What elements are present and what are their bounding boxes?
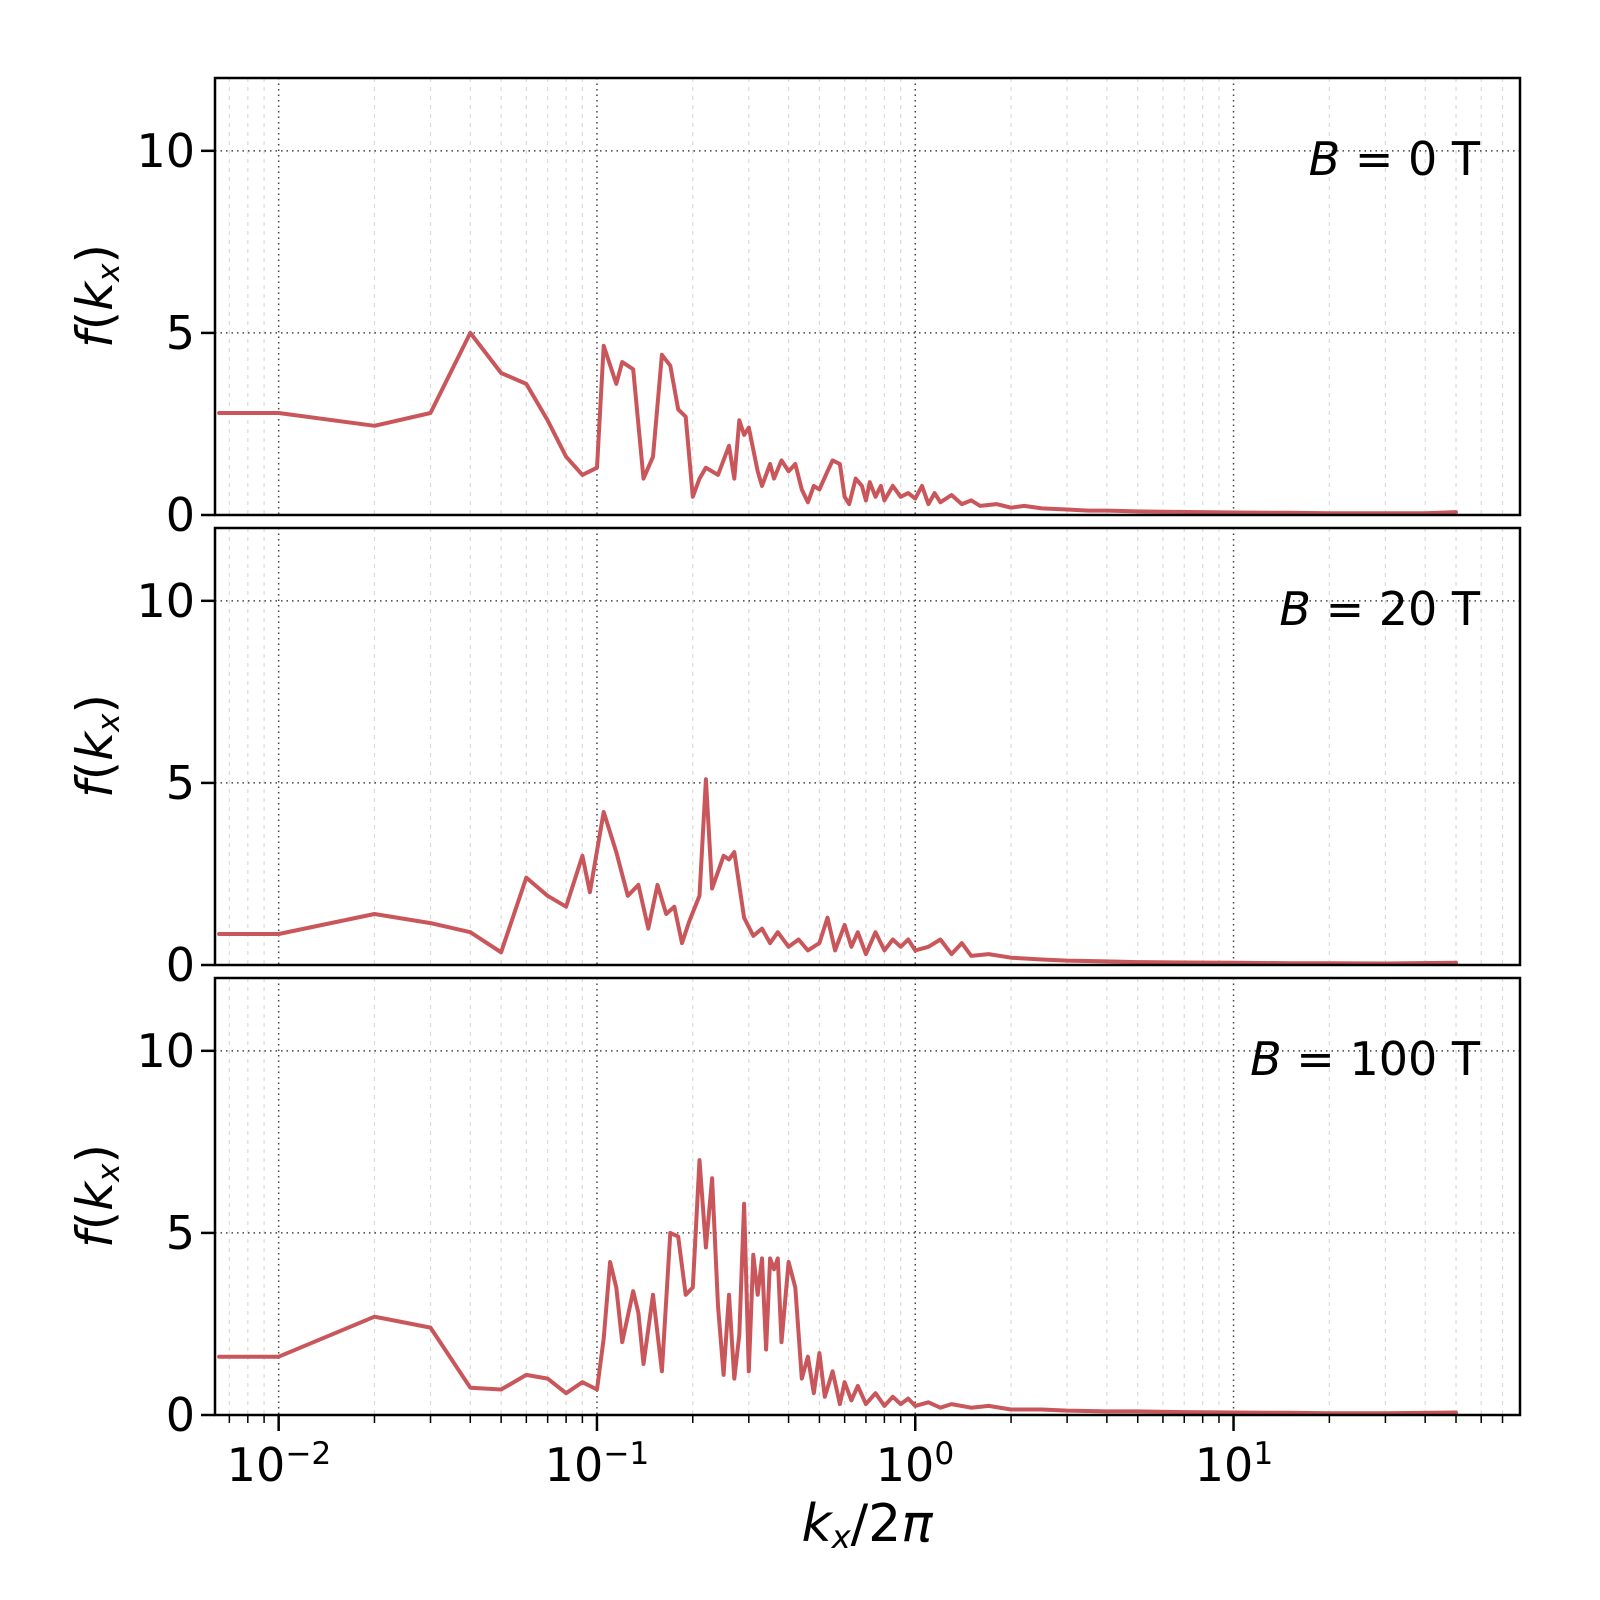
annotation-value: = 0 T: [1340, 132, 1480, 186]
x-tick-exponent: 1: [1253, 1436, 1274, 1472]
x-tick-base: 10: [875, 1438, 935, 1493]
x-tick-exponent: −1: [603, 1436, 650, 1472]
ylabel-subscript: x: [90, 1163, 127, 1182]
y-tick-label: 10: [136, 124, 195, 178]
ylabel-paren-open: (: [66, 1210, 124, 1231]
annotation-symbol: B: [1308, 132, 1341, 186]
series-line-0: [217, 330, 1458, 516]
annotation-value: = 100 T: [1281, 1032, 1480, 1086]
xlabel-k: k: [801, 1494, 832, 1554]
x-tick-base: 10: [544, 1438, 604, 1493]
ylabel-paren-close: ): [66, 244, 124, 264]
y-tick-label: 10: [136, 1024, 195, 1078]
x-tick-base: 10: [1194, 1438, 1254, 1493]
x-axis-label: kx/2π: [667, 1492, 1067, 1569]
y-tick-label: 0: [165, 488, 195, 542]
y-tick-label: 5: [165, 1206, 195, 1260]
panel-border: [213, 976, 1522, 1417]
y-tick-label: 10: [136, 574, 195, 628]
panel-annotation-b0: B = 0 T: [980, 131, 1480, 187]
y-tick-label: 0: [165, 938, 195, 992]
y-axis-label: f(kx): [63, 586, 127, 906]
x-tick-exponent: 0: [934, 1436, 955, 1472]
panel-border: [213, 76, 1522, 517]
x-tick-base: 10: [226, 1438, 286, 1493]
y-tick-label: 0: [165, 1388, 195, 1442]
ylabel-k: k: [66, 1181, 124, 1211]
ylabel-f: f: [66, 780, 124, 798]
xlabel-subscript: x: [831, 1518, 851, 1557]
series-line-2: [217, 1158, 1458, 1416]
xlabel-pi: π: [901, 1494, 933, 1554]
annotation-value: = 20 T: [1310, 582, 1480, 636]
y-axis-label: f(kx): [63, 136, 127, 456]
ylabel-paren-open: (: [66, 760, 124, 781]
y-tick-label: 5: [165, 756, 195, 810]
annotation-symbol: B: [1279, 582, 1311, 636]
y-tick-label: 5: [165, 306, 195, 360]
panel-annotation-b100: B = 100 T: [980, 1031, 1480, 1087]
ylabel-k: k: [66, 731, 124, 761]
ylabel-paren-open: (: [66, 310, 124, 331]
ylabel-f: f: [66, 1230, 124, 1248]
xlabel-divisor: /2: [850, 1494, 902, 1554]
panel-border: [213, 526, 1522, 967]
panel-annotation-b20: B = 20 T: [980, 581, 1480, 637]
ylabel-k: k: [66, 281, 124, 311]
x-tick-label: 100: [835, 1424, 995, 1492]
x-tick-exponent: −2: [285, 1436, 332, 1472]
ylabel-subscript: x: [90, 713, 127, 732]
x-tick-label: 10−1: [517, 1424, 677, 1492]
ylabel-subscript: x: [90, 263, 127, 282]
ylabel-f: f: [66, 330, 124, 348]
x-tick-label: 101: [1154, 1424, 1314, 1492]
ylabel-paren-close: ): [66, 1144, 124, 1164]
x-tick-label: 10−2: [199, 1424, 359, 1492]
y-axis-label: f(kx): [63, 1036, 127, 1356]
ylabel-paren-close: ): [66, 694, 124, 714]
series-line-1: [217, 777, 1458, 966]
annotation-symbol: B: [1250, 1032, 1282, 1086]
